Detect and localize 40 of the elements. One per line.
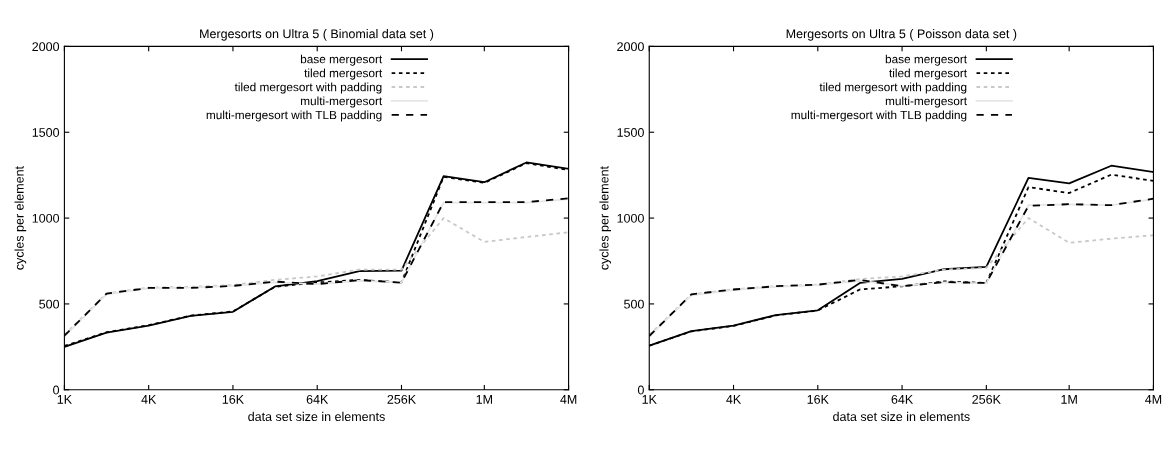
y-tick-label: 2000 [617,42,644,52]
y-tick-label: 1500 [32,128,60,137]
y-axis-title: cycles per element [14,166,27,270]
x-axis-title: data set size in elements [248,411,385,422]
y-tick-label: 1500 [617,128,644,137]
legend-label: multi-mergesort [301,96,383,108]
legend-label: tiled mergesort with padding [819,82,967,94]
chart-title: Mergesorts on Ultra 5 ( Binomial data set ) [200,29,434,41]
legend-label: multi-mergesort with TLB padding [206,110,382,122]
x-axis-title: data set size in elements [833,411,970,422]
y-tick-label: 2000 [32,42,60,52]
x-tick-label: 1M [476,395,492,404]
x-tick-label: 1K [57,395,72,404]
y-tick-label: 500 [39,299,60,309]
x-tick-label: 1K [642,395,657,404]
x-tick-label: 256K [387,394,416,404]
chart-title: Mergesorts on Ultra 5 ( Poisson data set ) [786,29,1017,41]
legend-label: base mergesort [885,54,967,66]
y-tick-label: 1000 [617,213,644,223]
y-axis-title: cycles per element [599,166,612,270]
x-tick-label: 1M [1061,395,1077,404]
y-tick-label: 1000 [32,213,60,223]
legend-label: multi-mergesort [885,96,967,108]
y-tick-label: 0 [637,385,644,395]
legend-label: base mergesort [300,54,383,66]
x-tick-label: 16K [807,394,829,404]
legend-label: tiled mergesort [304,68,383,80]
x-tick-label: 64K [891,394,914,404]
x-tick-label: 16K [222,394,244,404]
x-tick-label: 4K [726,395,742,404]
x-tick-label: 4K [141,395,157,404]
x-tick-label: 256K [972,394,1001,404]
x-tick-label: 4M [560,395,577,404]
x-tick-label: 64K [306,394,329,404]
legend-label: tiled mergesort [889,68,967,80]
legend-label: multi-mergesort with TLB padding [791,110,967,122]
x-tick-label: 4M [1145,395,1162,404]
y-tick-label: 500 [624,299,644,309]
legend-label: tiled mergesort with padding [234,82,382,94]
y-tick-label: 0 [53,385,60,395]
